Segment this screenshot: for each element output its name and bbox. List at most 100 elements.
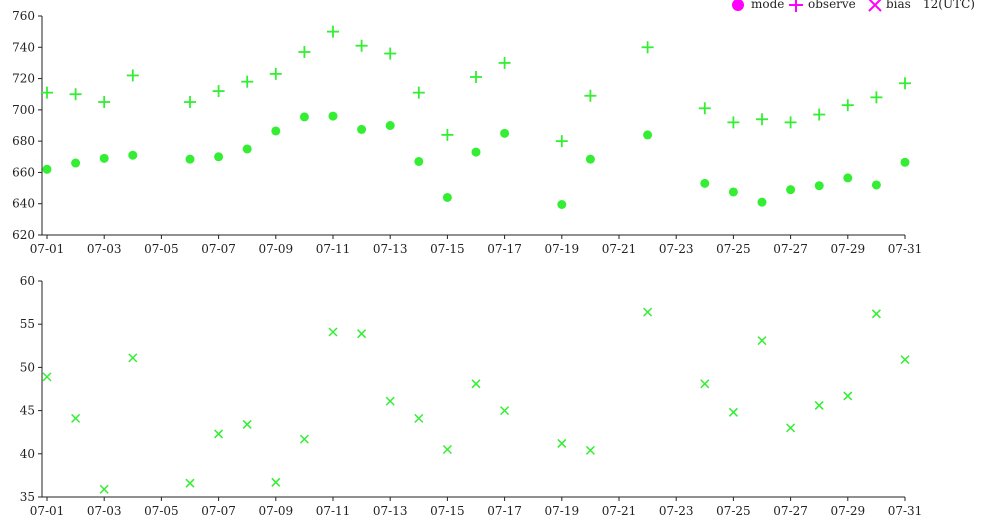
bias-point [414,413,424,423]
observe-point [41,86,53,99]
observe-point [756,113,768,126]
lower-x-tick-label: 07-25 [716,504,751,518]
legend-bias-marker [868,0,882,12]
upper-x-tick-label: 07-27 [773,242,808,256]
lower-x-tick-label: 07-21 [602,504,637,518]
lower-plot: 35 40 45 50 55 60 07-01 07-03 07-05 07-07 07-09 07-… [20,274,923,518]
observe-point [327,25,339,38]
upper-x-tick-label: 07-09 [259,242,294,256]
upper-x-tick-label: 07-01 [30,242,65,256]
lower-x-tick-label: 07-23 [659,504,694,518]
upper-x-tick-label: 07-05 [144,242,179,256]
observe-point [870,91,883,104]
bias-point [71,413,81,423]
lower-y-tick-label: 50 [20,360,35,374]
observe-point [784,116,797,129]
lower-y-tick-label: 60 [20,274,35,288]
bias-point [328,327,338,337]
legend: mode observe bias 12(UTC) [732,0,975,12]
upper-x-tick-label: 07-31 [888,242,923,256]
observe-point [727,116,740,129]
mode-point [185,154,195,164]
observe-point [899,77,911,90]
observe-point [384,47,397,60]
bias-point [299,434,309,444]
legend-observe-marker [789,0,803,12]
observe-point [584,89,597,102]
mode-point [71,158,81,168]
upper-x-tick-label: 07-13 [373,242,408,256]
observe-point [241,75,254,88]
bias-point [814,400,824,410]
observe-point [841,99,854,112]
mode-point [585,154,595,164]
mode-point [99,153,109,163]
observe-point [441,128,454,141]
bias-point [271,477,281,487]
observe-point [698,102,711,115]
bias-point [557,438,567,448]
lower-y-tick-label: 35 [20,490,35,504]
lower-x-tick-label: 07-09 [259,504,294,518]
mode-point [871,180,881,190]
mode-point [385,121,395,130]
observe-point [355,39,368,52]
lower-y-tick-label: 55 [20,317,35,331]
mode-point [214,152,224,162]
observe-point [470,71,482,84]
legend-time-label: 12(UTC) [923,0,975,11]
bias-point [42,372,52,382]
observe-point [98,96,111,109]
upper-x-tick-label: 07-15 [430,242,465,256]
upper-x-tick-label: 07-29 [831,242,866,256]
upper-x-tick-label: 07-07 [201,242,236,256]
upper-y-tick-label: 680 [12,134,35,148]
mode-point [357,124,367,134]
bias-point [357,329,367,339]
bias-point [99,484,109,494]
observe-point [298,45,311,58]
lower-x-tick-label: 07-17 [487,504,522,518]
bias-point [728,407,738,417]
bias-point [585,445,595,455]
mode-point [757,197,767,207]
mode-point [643,130,653,140]
bias-point [500,406,510,416]
bias-point [471,379,481,389]
upper-x-tick-label: 07-25 [716,242,751,256]
mode-point [843,173,853,183]
upper-y-tick-label: 620 [12,228,35,242]
legend-observe-label: observe [808,0,856,11]
mode-point [242,144,252,154]
lower-x-tick-label: 07-07 [201,504,236,518]
upper-x-tick-label: 07-23 [659,242,694,256]
observe-point [412,86,425,99]
bias-point [442,444,452,455]
bias-point [242,419,252,429]
lower-x-tick-label: 07-31 [888,504,923,518]
lower-y-tick-label: 40 [20,447,35,461]
mode-point [900,157,910,167]
bias-point [757,336,767,346]
bias-point [900,355,910,365]
lower-x-tick-label: 07-29 [831,504,866,518]
observe-point [212,85,225,98]
observe-point [555,135,568,148]
mode-point [271,126,281,136]
upper-y-tick-label: 740 [12,40,35,54]
legend-mode-marker [732,0,744,11]
observe-point [184,96,196,109]
lower-x-tick-label: 07-01 [30,504,65,518]
mode-point [814,181,824,191]
upper-y-tick-label: 700 [12,103,35,117]
mode-point [786,185,796,195]
upper-y-tick-label: 660 [12,165,35,179]
observe-point [69,88,82,101]
lower-y-tick-label: 45 [20,404,35,418]
mode-point [471,147,481,157]
mode-point [128,150,138,160]
lower-x-tick-label: 07-27 [773,504,808,518]
mode-point [414,156,424,166]
lower-x-tick-label: 07-15 [430,504,465,518]
legend-bias-label: bias [886,0,911,11]
